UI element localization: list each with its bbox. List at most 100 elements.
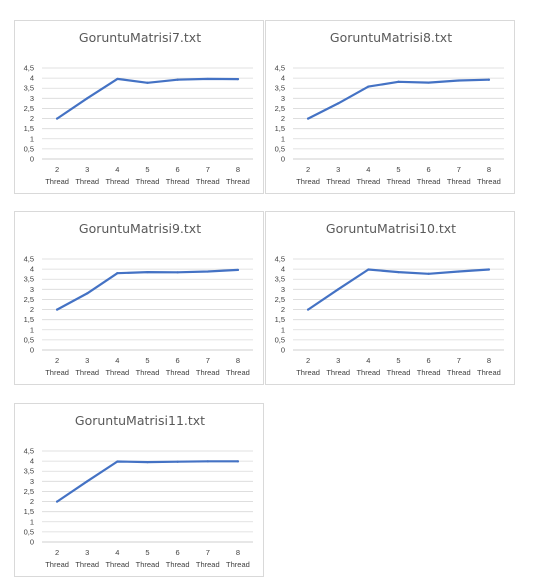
y-tick-label: 4 (281, 265, 285, 274)
x-tick-label: Thread (166, 560, 190, 569)
x-tick-label: 4 (115, 356, 119, 365)
chart-title: GoruntuMatrisi11.txt (75, 413, 205, 428)
y-tick-label: 3 (30, 94, 34, 103)
y-tick-label: 4,5 (24, 64, 34, 73)
data-point (116, 272, 119, 275)
y-tick-label: 3 (30, 285, 34, 294)
data-point (55, 308, 59, 311)
x-tick-label: Thread (356, 177, 380, 186)
x-tick-label: 6 (176, 356, 180, 365)
x-tick-label: 3 (85, 548, 89, 557)
data-point (176, 78, 179, 81)
data-point (176, 271, 179, 274)
y-tick-label: 3,5 (24, 84, 34, 93)
series-line (306, 78, 490, 120)
x-tick-label: Thread (417, 177, 441, 186)
data-point (306, 308, 310, 311)
y-tick-label: 0,5 (275, 144, 285, 153)
x-tick-label: 2 (55, 548, 59, 557)
data-point (206, 270, 209, 273)
y-tick-label: 0 (281, 346, 285, 355)
y-tick-label: 3,5 (24, 275, 34, 284)
x-tick-label: Thread (45, 560, 69, 569)
x-tick-label: 4 (366, 165, 370, 174)
x-tick-label: 2 (55, 165, 59, 174)
data-point (236, 78, 240, 81)
chart-panel-goruntumatrisi8: GoruntuMatrisi8.txt 0 0,5 1 1,5 2 2,5 3 3,5 4 4,5 2… (265, 20, 515, 194)
y-tick-label: 2 (30, 114, 34, 123)
x-tick-label: 2 (55, 356, 59, 365)
data-point (86, 480, 89, 483)
data-point (397, 271, 400, 274)
x-tick-label: 2 (306, 165, 310, 174)
x-tick-label: 3 (85, 165, 89, 174)
y-tick-label: 3 (281, 285, 285, 294)
x-tick-label: 8 (487, 356, 491, 365)
x-tick-label: 6 (176, 548, 180, 557)
data-point (146, 81, 149, 84)
x-tick-label: Thread (166, 177, 190, 186)
y-tick-label: 3,5 (24, 467, 34, 476)
chart-panel-goruntumatrisi10: GoruntuMatrisi10.txt 0 0,5 1 1,5 2 2,5 3 3,5 4 4,5… (265, 211, 515, 385)
y-tick-label: 2,5 (24, 295, 34, 304)
data-point (86, 292, 89, 295)
y-tick-label: 2 (281, 305, 285, 314)
line-chart: GoruntuMatrisi7.txt00,511,522,533,544,52… (24, 30, 253, 186)
x-tick-label: 6 (427, 165, 431, 174)
y-tick-label: 1,5 (24, 124, 34, 133)
series-line (55, 268, 239, 311)
x-tick-label: 3 (336, 356, 340, 365)
data-point (487, 78, 491, 81)
x-tick-label: Thread (45, 177, 69, 186)
x-tick-label: Thread (136, 560, 160, 569)
data-point (367, 85, 370, 88)
y-tick-label: 3,5 (275, 275, 285, 284)
x-tick-label: Thread (196, 177, 220, 186)
y-tick-label: 0,5 (24, 527, 34, 536)
y-tick-label: 4,5 (24, 255, 34, 264)
data-point (306, 117, 310, 120)
y-tick-label: 2,5 (275, 104, 285, 113)
y-tick-label: 1 (30, 517, 34, 526)
x-tick-label: 2 (306, 356, 310, 365)
data-point (457, 79, 460, 82)
x-tick-label: 6 (176, 165, 180, 174)
x-tick-label: Thread (326, 177, 350, 186)
line-chart: GoruntuMatrisi9.txt00,511,522,533,544,52… (24, 221, 253, 377)
line-chart: GoruntuMatrisi10.txt00,511,522,533,544,5… (275, 221, 504, 377)
x-tick-label: Thread (226, 368, 250, 377)
chart-title: GoruntuMatrisi8.txt (330, 30, 452, 45)
x-tick-label: Thread (105, 177, 129, 186)
y-tick-label: 4,5 (275, 255, 285, 264)
y-tick-label: 0,5 (275, 335, 285, 344)
x-tick-label: Thread (326, 368, 350, 377)
x-tick-label: 7 (206, 548, 210, 557)
x-tick-label: Thread (477, 177, 501, 186)
data-point (116, 77, 119, 81)
x-tick-label: Thread (387, 368, 411, 377)
x-tick-label: Thread (296, 368, 320, 377)
chart-panel-goruntumatrisi11: GoruntuMatrisi11.txt 0 0,5 1 1,5 2 2,5 3 3,5 4 4,5… (14, 403, 264, 577)
y-tick-label: 4 (281, 74, 285, 83)
y-tick-label: 4,5 (275, 64, 285, 73)
x-tick-label: Thread (226, 560, 250, 569)
x-tick-label: 8 (487, 165, 491, 174)
y-tick-label: 1 (281, 134, 285, 143)
y-tick-label: 2 (281, 114, 285, 123)
y-tick-label: 0 (30, 155, 34, 164)
chart-title: GoruntuMatrisi7.txt (79, 30, 201, 45)
x-tick-label: Thread (477, 368, 501, 377)
x-tick-label: Thread (356, 368, 380, 377)
y-tick-label: 1 (30, 325, 34, 334)
y-tick-label: 0,5 (24, 144, 34, 153)
y-tick-label: 0,5 (24, 335, 34, 344)
x-tick-label: 7 (206, 165, 210, 174)
x-tick-label: Thread (196, 560, 220, 569)
y-tick-label: 2 (30, 497, 34, 506)
x-tick-label: 5 (396, 165, 400, 174)
x-tick-label: 7 (457, 356, 461, 365)
chart-panel-goruntumatrisi9: GoruntuMatrisi9.txt 0 0,5 1 1,5 2 2,5 3 3,5 4 4,5 2… (14, 211, 264, 385)
y-tick-label: 1,5 (24, 315, 34, 324)
data-point (427, 81, 430, 84)
x-tick-label: 3 (85, 356, 89, 365)
